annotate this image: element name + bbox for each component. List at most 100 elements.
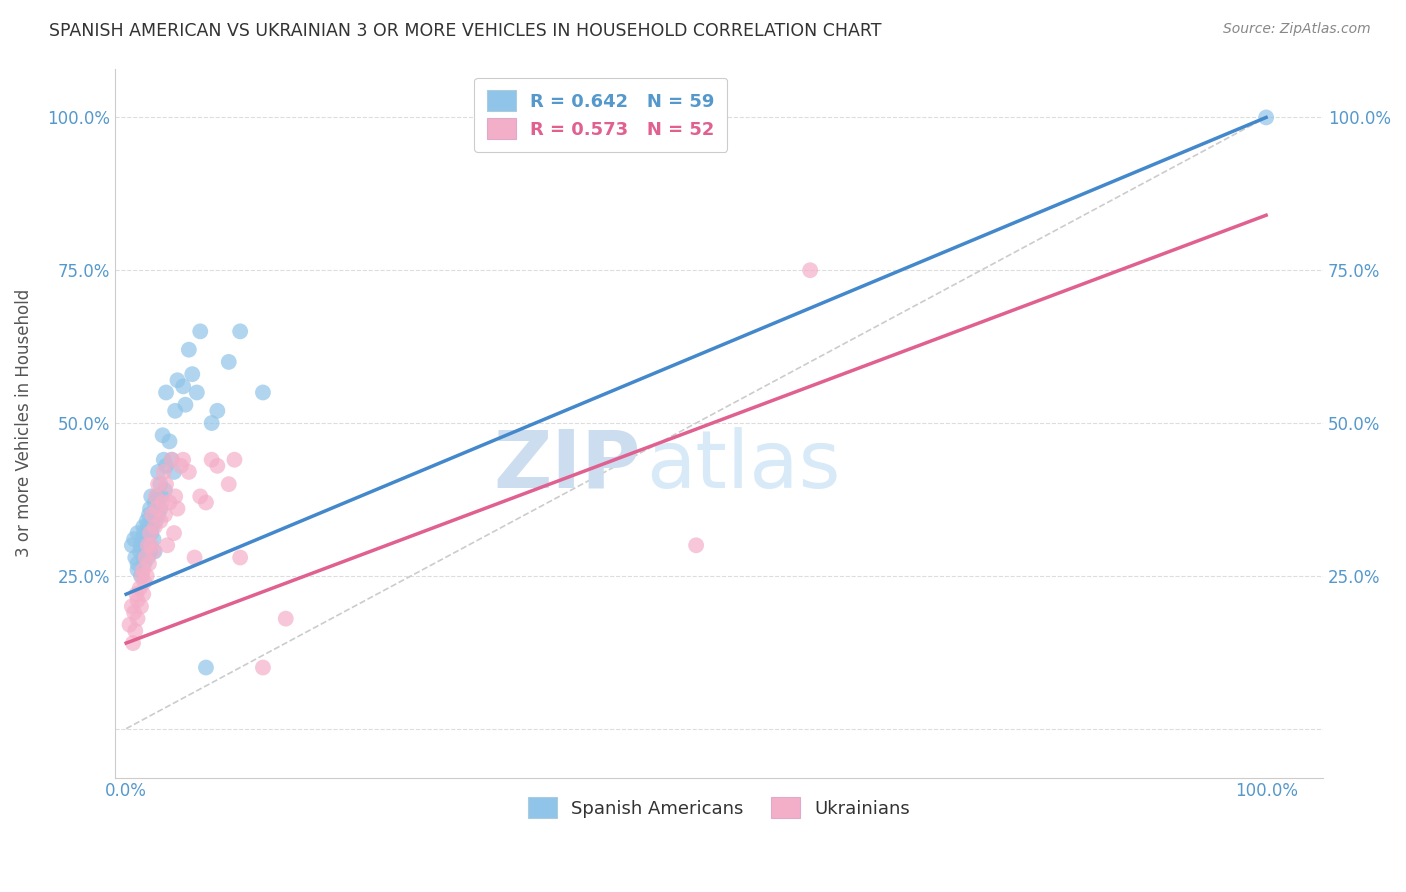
Point [194, 660, 217, 674]
Point [155, 458, 177, 473]
Text: ZIP: ZIP [494, 426, 640, 505]
Point [174, 398, 197, 412]
Point [127, 526, 149, 541]
Point [143, 520, 166, 534]
Point [129, 538, 152, 552]
Point [122, 606, 145, 620]
Legend: Spanish Americans, Ukrainians: Spanish Americans, Ukrainians [520, 790, 917, 825]
Point [207, 404, 229, 418]
Point [138, 557, 160, 571]
Point [188, 324, 211, 338]
Point [170, 458, 193, 473]
Point [128, 581, 150, 595]
Point [1256, 111, 1278, 125]
Point [129, 569, 152, 583]
Point [141, 526, 163, 541]
Point [131, 569, 153, 583]
Point [146, 489, 169, 503]
Point [172, 452, 194, 467]
Point [172, 379, 194, 393]
Point [166, 501, 188, 516]
Point [129, 599, 152, 614]
Point [224, 452, 246, 467]
Point [218, 477, 240, 491]
Point [152, 465, 174, 479]
Point [149, 501, 172, 516]
Point [142, 544, 165, 558]
Point [143, 544, 166, 558]
Point [188, 489, 211, 503]
Point [146, 465, 169, 479]
Point [160, 452, 183, 467]
Point [125, 587, 148, 601]
Point [145, 514, 167, 528]
Point [128, 544, 150, 558]
Point [165, 489, 187, 503]
Point [685, 538, 707, 552]
Point [124, 550, 146, 565]
Point [274, 612, 297, 626]
Point [139, 501, 162, 516]
Point [141, 489, 163, 503]
Point [138, 538, 160, 552]
Point [135, 550, 157, 565]
Point [160, 452, 183, 467]
Point [152, 495, 174, 509]
Point [135, 569, 157, 583]
Point [145, 489, 167, 503]
Point [136, 550, 159, 565]
Point [124, 624, 146, 638]
Point [207, 458, 229, 473]
Point [121, 599, 143, 614]
Point [149, 477, 172, 491]
Point [132, 520, 155, 534]
Point [149, 514, 172, 528]
Point [153, 508, 176, 522]
Point [165, 404, 187, 418]
Point [159, 495, 181, 509]
Text: SPANISH AMERICAN VS UKRAINIAN 3 OR MORE VEHICLES IN HOUSEHOLD CORRELATION CHART: SPANISH AMERICAN VS UKRAINIAN 3 OR MORE … [49, 22, 882, 40]
Point [152, 428, 174, 442]
Point [136, 538, 159, 552]
Point [134, 557, 156, 571]
Point [194, 495, 217, 509]
Point [229, 324, 252, 338]
Point [181, 367, 204, 381]
Point [146, 477, 169, 491]
Y-axis label: 3 or more Vehicles in Household: 3 or more Vehicles in Household [15, 289, 32, 558]
Point [135, 538, 157, 552]
Point [134, 574, 156, 589]
Point [132, 563, 155, 577]
Point [139, 544, 162, 558]
Point [132, 587, 155, 601]
Point [127, 612, 149, 626]
Point [252, 385, 274, 400]
Point [155, 477, 177, 491]
Point [218, 355, 240, 369]
Point [121, 538, 143, 552]
Point [186, 385, 208, 400]
Text: atlas: atlas [647, 426, 841, 505]
Point [183, 550, 205, 565]
Point [156, 538, 179, 552]
Point [142, 532, 165, 546]
Point [252, 660, 274, 674]
Point [201, 452, 224, 467]
Point [177, 465, 200, 479]
Point [139, 526, 162, 541]
Point [166, 373, 188, 387]
Point [177, 343, 200, 357]
Point [127, 563, 149, 577]
Point [152, 452, 174, 467]
Point [141, 538, 163, 552]
Point [138, 508, 160, 522]
Point [159, 434, 181, 449]
Point [153, 483, 176, 498]
Point [146, 501, 169, 516]
Point [146, 508, 169, 522]
Point [163, 465, 186, 479]
Point [141, 508, 163, 522]
Point [122, 636, 145, 650]
Point [229, 550, 252, 565]
Point [143, 495, 166, 509]
